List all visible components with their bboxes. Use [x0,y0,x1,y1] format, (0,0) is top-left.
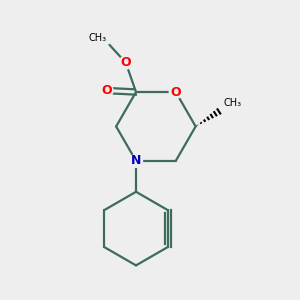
Text: CH₃: CH₃ [88,33,106,43]
Text: O: O [170,85,181,98]
Text: N: N [131,154,141,167]
Text: O: O [101,84,112,97]
Circle shape [169,85,182,98]
Circle shape [119,56,132,69]
Text: CH₃: CH₃ [223,98,241,108]
Circle shape [100,84,113,97]
Circle shape [130,154,142,167]
Text: O: O [120,56,131,69]
